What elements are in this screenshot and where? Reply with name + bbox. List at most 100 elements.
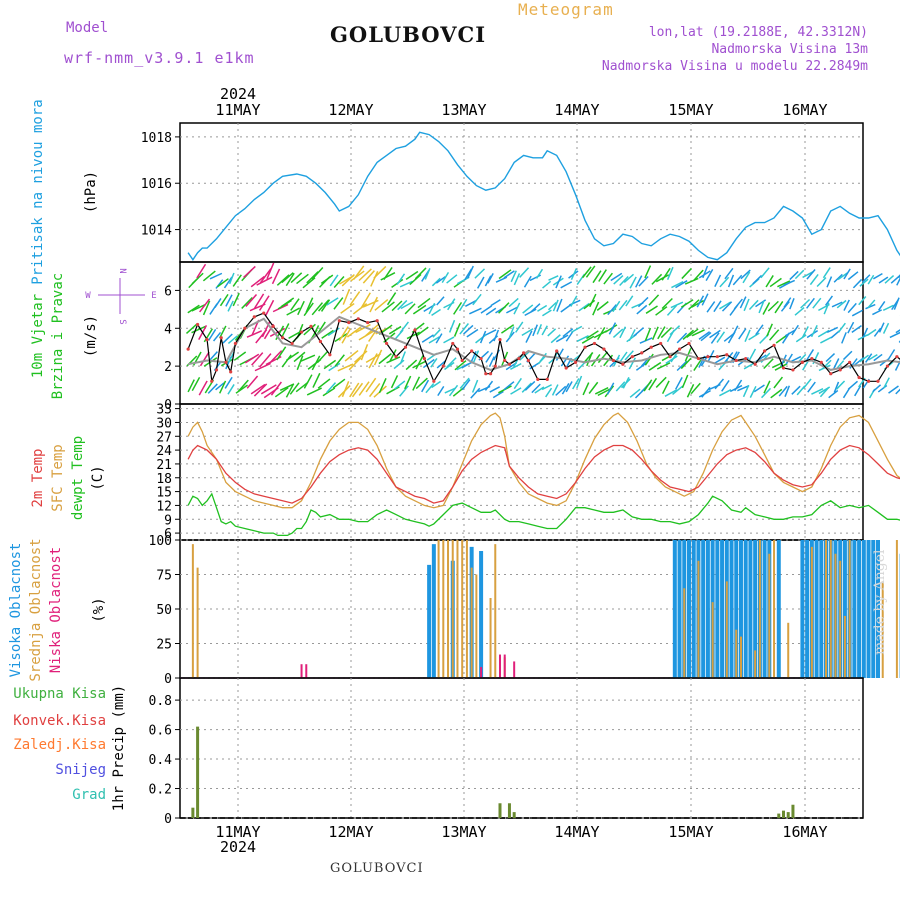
wind-barb	[637, 296, 649, 308]
precip-legend-item: Ukupna Kisa	[13, 686, 106, 702]
wind-barb	[547, 301, 557, 311]
wind-barb	[865, 303, 876, 310]
wind-barb	[453, 301, 463, 315]
wind-barb	[365, 377, 377, 393]
wind-barb	[459, 323, 469, 335]
wind-barb	[510, 362, 522, 371]
wind-barb	[737, 384, 750, 392]
y-tick-label: 0.4	[149, 753, 173, 768]
wind-barb	[773, 376, 784, 389]
wind-barb	[446, 274, 458, 284]
sfc-temp-axis-title: SFC Temp	[50, 444, 66, 511]
wind-barb	[203, 357, 218, 367]
wind-barb	[823, 302, 830, 315]
wind-speed-marker	[422, 356, 426, 361]
wind-barb	[586, 330, 599, 340]
wind-barb	[349, 291, 361, 306]
wind-barb	[795, 334, 807, 343]
wind-barb	[873, 353, 883, 362]
wind-barb	[524, 380, 536, 391]
wind-barb	[670, 301, 684, 309]
wind-barb	[882, 304, 894, 311]
wind-barb	[476, 276, 485, 289]
x-day-label-top: 11MAY	[215, 101, 260, 119]
wind-barb	[661, 267, 671, 281]
x-day-label-bottom: 12MAY	[328, 823, 373, 841]
wind-barb	[666, 266, 674, 280]
wind-barb	[801, 326, 809, 338]
model-value: wrf-nmm_v3.9.1 e1km	[64, 49, 255, 67]
wind-barb	[453, 323, 461, 337]
wind-speed-marker	[484, 372, 488, 376]
wind-barb	[889, 331, 900, 339]
y-tick-label: 75	[156, 569, 172, 584]
wind-speed-marker	[866, 379, 871, 383]
wind-speed-marker	[857, 375, 861, 380]
wind-barb	[894, 359, 900, 371]
wind-axis-title: 10m Vjetar	[30, 294, 46, 378]
pressure-unit-label: (hPa)	[83, 171, 99, 213]
wind-barb	[522, 304, 534, 314]
wind-barb	[648, 377, 658, 391]
wind-barb	[806, 297, 815, 309]
wind-barb	[341, 381, 350, 398]
wind-barb	[644, 353, 654, 366]
wind-barb	[281, 272, 294, 284]
wind-barb	[303, 323, 316, 336]
wind-barb	[645, 305, 658, 314]
wind-barb	[622, 376, 630, 389]
y-tick-label: 0	[164, 672, 172, 687]
wind-barb	[748, 332, 760, 341]
wind-barb	[826, 326, 839, 334]
wind-barb	[285, 351, 300, 362]
wind-speed-marker	[385, 341, 389, 346]
wind-barb	[421, 334, 434, 343]
wind-barb	[341, 328, 352, 344]
wind-barb	[539, 352, 547, 363]
wind-barb	[358, 268, 372, 282]
precip-legend-item: Konvek.Kisa	[13, 713, 106, 729]
wind-barb	[285, 383, 294, 398]
wind-barb	[421, 379, 430, 393]
wind-barb	[191, 303, 206, 312]
y-tick-label: 4	[164, 322, 172, 337]
wind-barb	[253, 383, 268, 397]
y-tick-label: 0	[164, 398, 172, 413]
wind-speed-marker	[455, 347, 460, 351]
wind-barb	[753, 384, 765, 393]
wind-speed-marker	[413, 328, 417, 332]
wind-barb	[597, 388, 611, 397]
wind-barb	[623, 273, 635, 284]
wind-barb	[414, 267, 427, 280]
wind-speed-marker	[611, 358, 616, 363]
wind-barb	[485, 307, 497, 316]
wind-barb	[763, 358, 774, 370]
wind-barb	[405, 270, 419, 281]
wind-barb	[740, 269, 751, 280]
wind-barb	[684, 277, 699, 285]
wind-barb	[719, 301, 732, 310]
x-day-label-bottom: 14MAY	[554, 823, 599, 841]
wind-barb	[680, 357, 692, 370]
wind-barb	[748, 299, 759, 310]
wind-barb	[664, 389, 678, 397]
wind-barb	[660, 326, 673, 339]
sfc-temp-line	[187, 412, 900, 509]
wind-barb	[340, 302, 355, 314]
wind-barb	[503, 270, 515, 279]
wind-barb	[327, 327, 340, 337]
x-year-label-top: 2024	[220, 85, 256, 103]
wind-barb	[791, 385, 801, 395]
wind-barb	[681, 267, 692, 280]
wind-speed-marker	[493, 364, 497, 368]
wind-barb	[409, 273, 422, 286]
wind-barb	[784, 385, 791, 397]
y-tick-label: 0.2	[149, 783, 172, 798]
wind-barb	[296, 355, 304, 371]
wind-barb	[425, 383, 435, 394]
wind-barb	[437, 385, 445, 397]
wind-barb	[390, 375, 399, 389]
wind-barb	[851, 325, 862, 334]
wind-barb	[762, 302, 771, 315]
wind-barb	[555, 385, 567, 396]
